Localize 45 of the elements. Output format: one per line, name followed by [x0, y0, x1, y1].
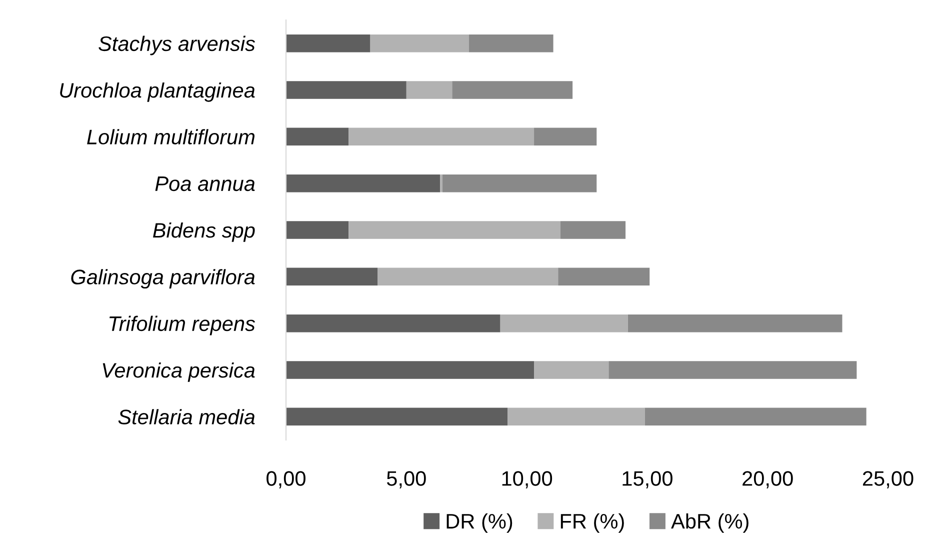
x-tick-label: 25,00 [862, 471, 914, 488]
bar [348, 128, 534, 146]
y-tick-label: Galinsoga parviflora [71, 269, 255, 289]
bar [286, 221, 349, 239]
legend-label: AbR (%) [671, 513, 748, 533]
bar [534, 361, 609, 379]
x-tick-label: 20,00 [742, 471, 793, 488]
bar [469, 34, 554, 52]
y-tick-label: Veronica persica [102, 362, 255, 382]
y-tick-label: Lolium multiflorum [87, 129, 254, 144]
bar [508, 408, 645, 426]
bar [628, 314, 842, 332]
bar [558, 268, 650, 286]
bar [286, 34, 370, 52]
x-tick-label: 0,00 [266, 471, 306, 488]
bar [440, 174, 443, 192]
bar [286, 268, 378, 286]
bar [560, 221, 626, 239]
bar [348, 221, 561, 239]
bar [608, 361, 857, 379]
y-tick-label: Bidens spp [153, 222, 255, 242]
y-tick-label: Urochloa plantaginea [60, 82, 255, 102]
bar [286, 81, 406, 99]
bar [378, 268, 558, 286]
y-tick-label: Stachys arvensis [98, 36, 256, 56]
x-tick-label: 15,00 [622, 471, 672, 488]
bar [286, 174, 440, 192]
bar [286, 361, 534, 379]
bar [406, 81, 452, 99]
y-tick-label: Poa annua [155, 176, 255, 192]
bar [286, 314, 500, 332]
bar [644, 408, 866, 426]
bar [370, 34, 470, 52]
bar [286, 128, 349, 146]
x-tick-label: 5,00 [386, 471, 426, 488]
bar [500, 314, 628, 332]
y-tick-label: Trifolium repens [110, 316, 256, 336]
legend-label: FR (%) [560, 513, 624, 533]
bar [442, 174, 597, 192]
bar [534, 128, 597, 146]
legend-label: DR (%) [446, 513, 512, 533]
bar [286, 408, 508, 426]
bar [452, 81, 573, 99]
y-tick-label: Stellaria media [118, 409, 255, 424]
x-tick-label: 10,00 [502, 471, 552, 488]
